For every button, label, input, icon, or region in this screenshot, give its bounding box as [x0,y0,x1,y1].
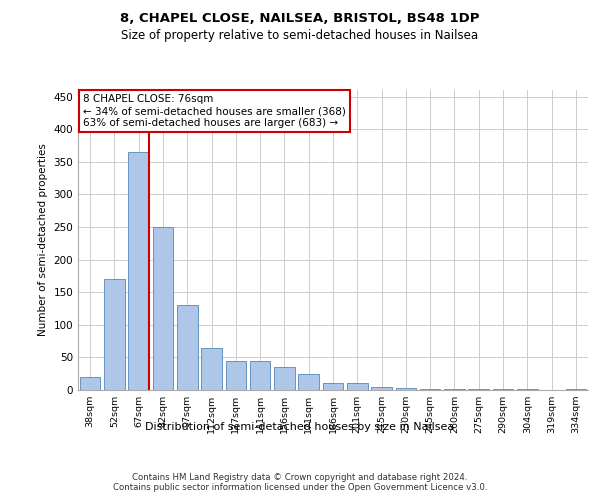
Bar [152,227,173,390]
Bar [104,279,125,390]
Bar [177,305,197,390]
Text: Contains HM Land Registry data © Crown copyright and database right 2024.
Contai: Contains HM Land Registry data © Crown c… [113,473,487,492]
Bar [128,152,149,390]
Bar [298,374,319,390]
Bar [566,388,586,390]
Bar [250,360,271,390]
Text: 8, CHAPEL CLOSE, NAILSEA, BRISTOL, BS48 1DP: 8, CHAPEL CLOSE, NAILSEA, BRISTOL, BS48 … [120,12,480,26]
Text: Size of property relative to semi-detached houses in Nailsea: Size of property relative to semi-detach… [121,29,479,42]
Text: Distribution of semi-detached houses by size in Nailsea: Distribution of semi-detached houses by … [145,422,455,432]
Y-axis label: Number of semi-detached properties: Number of semi-detached properties [38,144,48,336]
Bar [274,367,295,390]
Bar [80,377,100,390]
Bar [347,384,368,390]
Bar [395,388,416,390]
Bar [371,386,392,390]
Bar [226,360,246,390]
Bar [420,388,440,390]
Bar [323,384,343,390]
Bar [201,348,222,390]
Text: 8 CHAPEL CLOSE: 76sqm
← 34% of semi-detached houses are smaller (368)
63% of sem: 8 CHAPEL CLOSE: 76sqm ← 34% of semi-deta… [83,94,346,128]
